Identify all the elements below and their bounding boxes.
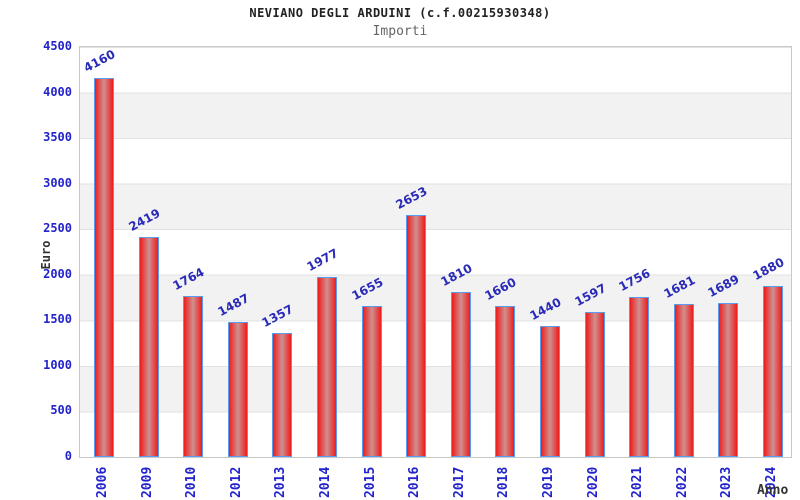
x-tick-label: 2010	[184, 466, 200, 498]
y-tick-label: 4000	[43, 84, 72, 99]
bar-value-label: 1655	[349, 275, 386, 304]
bar-value-label: 1810	[438, 261, 475, 290]
bar-value-label: 4160	[81, 46, 118, 75]
bar-value-label: 1660	[482, 274, 519, 303]
bar	[94, 77, 114, 457]
y-tick-label: 4500	[43, 39, 72, 53]
bar-value-label: 2419	[126, 205, 163, 234]
y-axis-title: Euro	[39, 240, 53, 270]
bar-value-label: 1681	[661, 272, 698, 301]
y-tick-label: 0	[64, 449, 72, 463]
y-tick-label: 1000	[43, 357, 72, 372]
bar-value-label: 1689	[705, 272, 742, 301]
bar	[227, 321, 248, 457]
x-tick-label: 2016	[407, 466, 423, 498]
y-tick-label: 2000	[43, 266, 72, 281]
bar	[272, 333, 293, 457]
bar	[673, 303, 694, 457]
x-tick-label: 2014	[318, 466, 333, 498]
bar	[183, 296, 204, 457]
y-tick-label: 1500	[43, 312, 72, 327]
bar-value-label: 1756	[616, 265, 653, 295]
x-axis-title: Anno	[757, 483, 789, 498]
chart-subtitle: Importi	[372, 24, 428, 39]
y-tick-label: 500	[50, 403, 72, 418]
x-tick-label: 2021	[630, 466, 646, 498]
bar-value-label: 1977	[304, 245, 341, 274]
bar-value-label: 1357	[259, 302, 296, 331]
x-tick-label: 2012	[228, 466, 244, 498]
x-tick-label: 2022	[674, 466, 690, 498]
x-tick-label: 2023	[719, 466, 735, 498]
x-tick-label: 2019	[541, 466, 556, 498]
chart-title: NEVIANO DEGLI ARDUINI (c.f.00215930348)	[249, 6, 551, 20]
x-tick-label: 2018	[496, 466, 512, 498]
bar-value-label: 1487	[215, 290, 252, 319]
x-tick-label: 2020	[585, 466, 601, 498]
bar	[540, 325, 560, 457]
bar	[406, 215, 427, 457]
y-tick-label: 2500	[43, 221, 72, 236]
bar	[450, 292, 471, 457]
bar	[361, 306, 382, 457]
x-tick-label: 2015	[362, 466, 378, 498]
bar	[317, 276, 337, 457]
bar	[584, 311, 605, 457]
bar	[629, 297, 650, 457]
bar	[718, 303, 739, 457]
x-tick-label: 2006	[95, 466, 110, 498]
bar-value-label: 1764	[170, 265, 207, 294]
bar-value-label: 1880	[750, 254, 787, 283]
x-tick-label: 2013	[273, 466, 289, 498]
x-tick-label: 2009	[139, 466, 155, 498]
bar	[495, 305, 516, 457]
bar-value-label: 2653	[393, 184, 430, 213]
y-tick-label: 3000	[43, 175, 72, 190]
bar-value-label: 1597	[572, 280, 609, 309]
plot-area: 4160 2419 1764 1487 1357 1977 1655 2653 1810 1660…	[79, 46, 792, 458]
x-tick-label: 2017	[451, 466, 467, 498]
y-tick-label: 3500	[43, 130, 72, 145]
bar	[763, 285, 783, 457]
bar	[138, 236, 159, 457]
bar-value-label: 1440	[527, 294, 564, 323]
